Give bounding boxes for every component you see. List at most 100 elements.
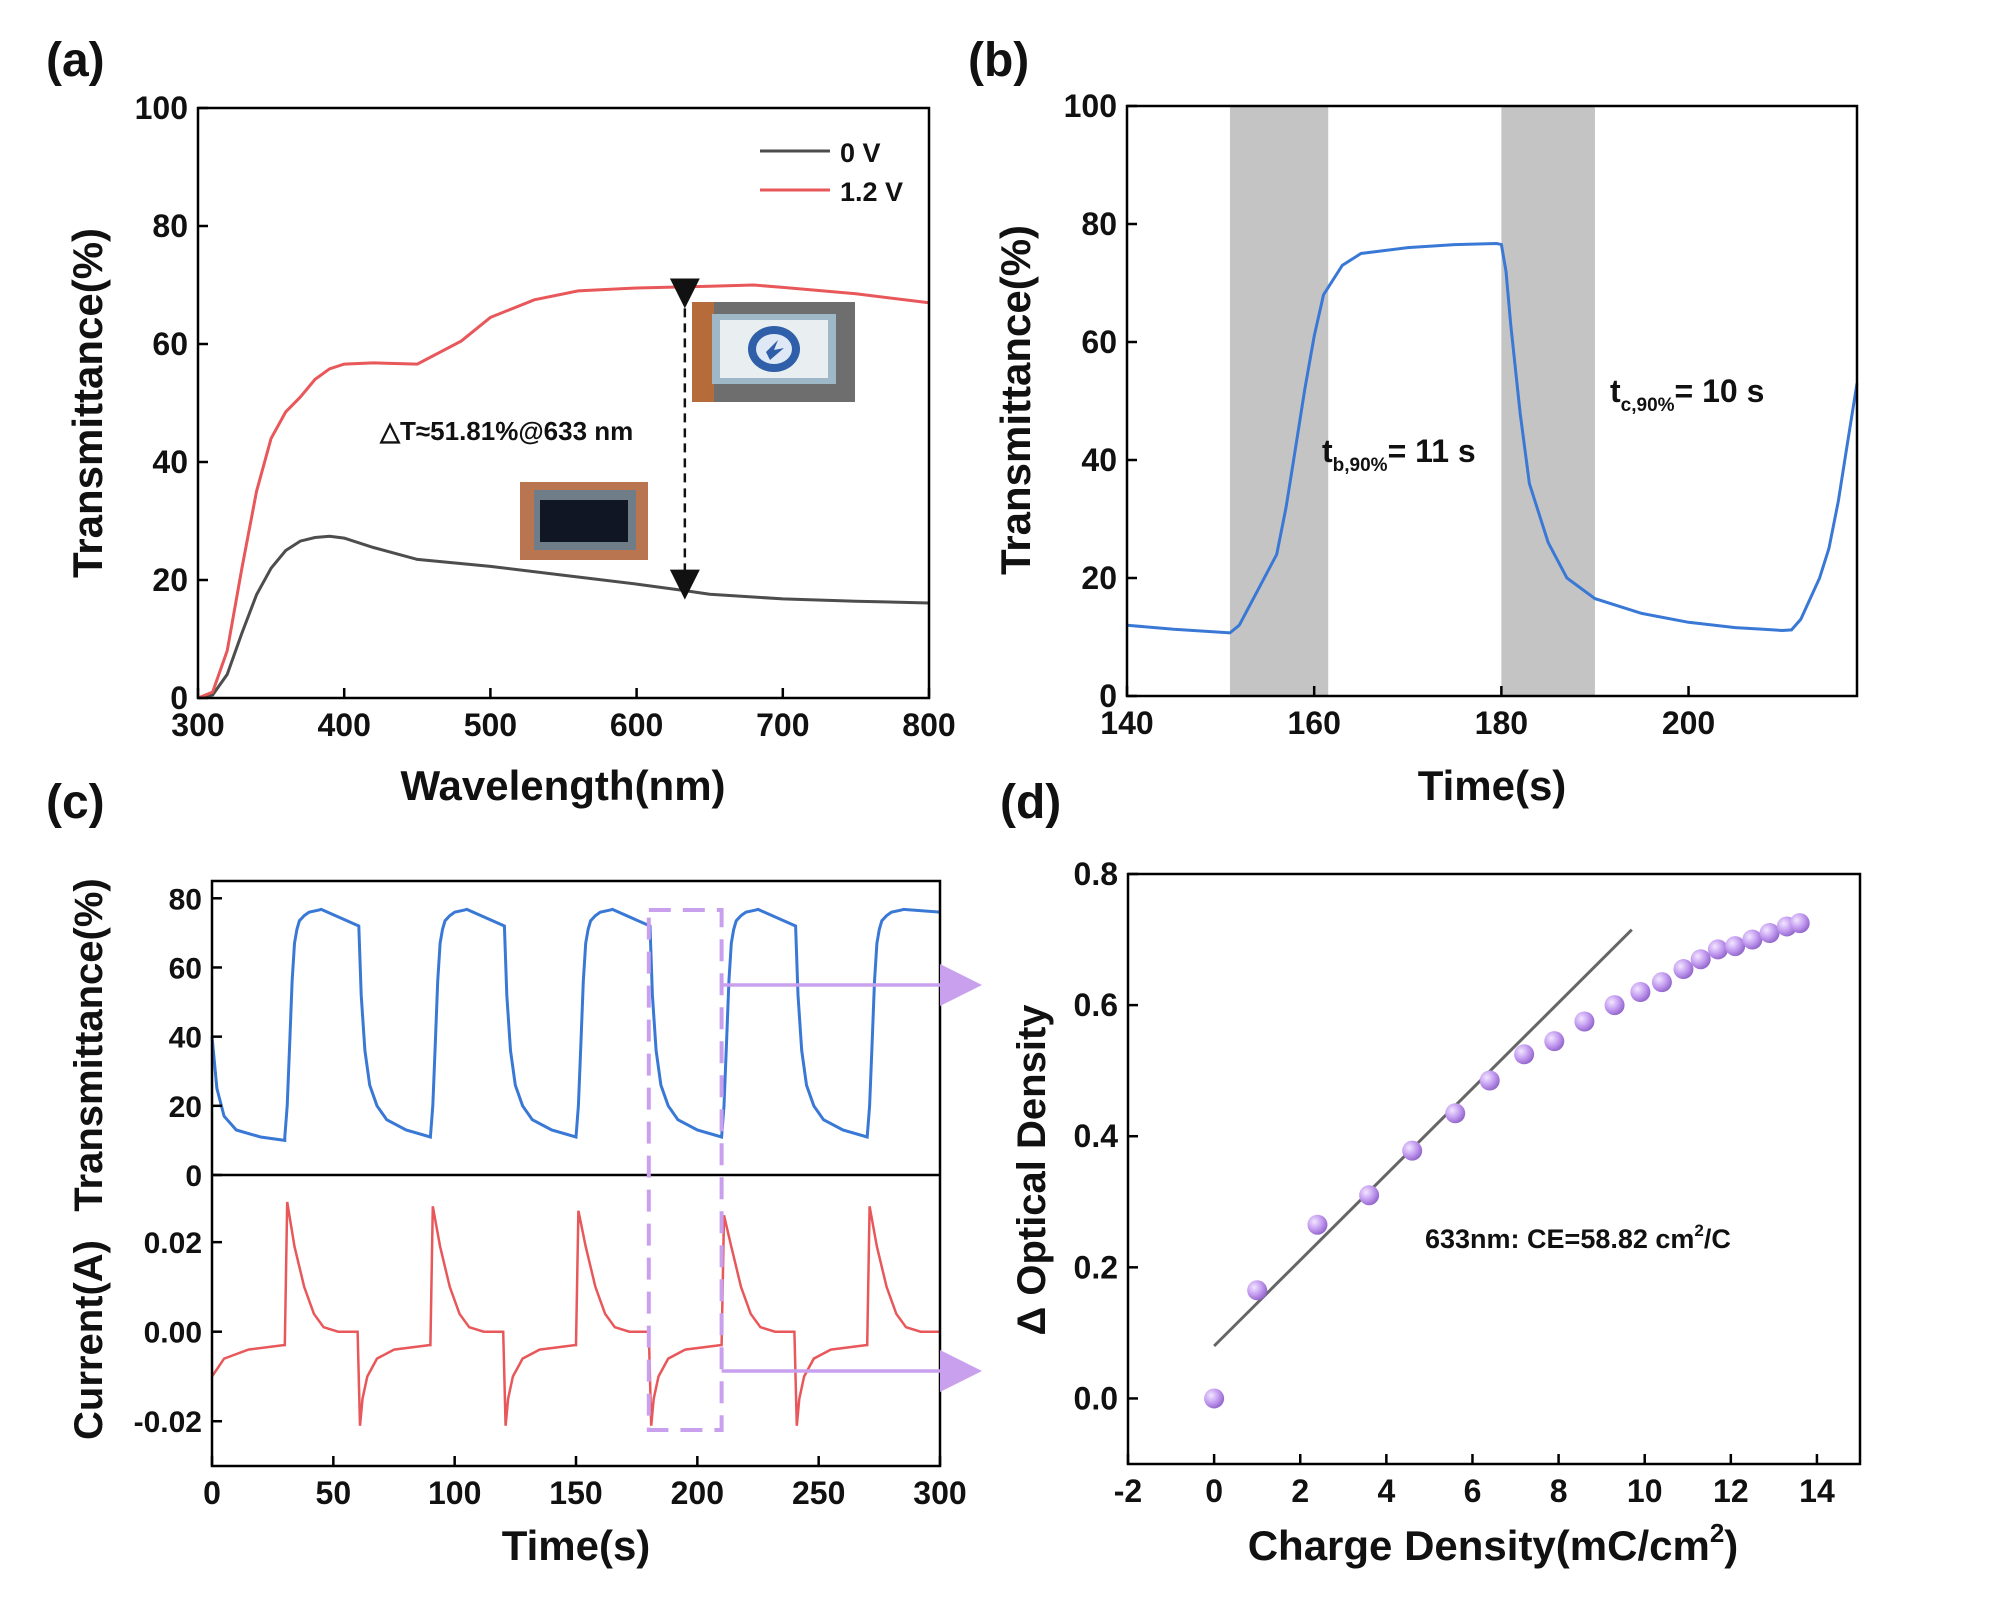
panel-a-xtick-label: 400 bbox=[318, 707, 371, 743]
panel-d-xtick-label: 10 bbox=[1627, 1473, 1663, 1509]
panel-c-xtick-label: 300 bbox=[913, 1475, 966, 1511]
panel-b-ytick-label: 80 bbox=[1081, 206, 1117, 242]
panel-a-ylabel: Transmittance(%) bbox=[64, 228, 111, 578]
panel-label-c: (c) bbox=[46, 776, 105, 829]
panel-c-plot-area bbox=[210, 907, 941, 1426]
panel-a: 300 400 500 600 700 800 0 20 40 60 80 100 Wavelengt… bbox=[64, 90, 956, 809]
panel-d-ytick-label: 0.2 bbox=[1074, 1249, 1118, 1285]
panel-b-bleach-time-annotation: tb,90%= 11 s bbox=[1322, 433, 1476, 476]
panel-b-plot-area bbox=[1126, 106, 1859, 696]
panel-a-ytick-label: 100 bbox=[135, 90, 188, 126]
panel-a-xtick-label: 700 bbox=[756, 707, 809, 743]
panel-a-ytick-label: 60 bbox=[152, 326, 188, 362]
panel-a-ytick-label: 0 bbox=[170, 680, 188, 716]
panel-b: 140 160 180 200 0 20 40 60 80 100 Time(s) Transmi… bbox=[992, 88, 1859, 809]
panel-c-frame bbox=[210, 879, 942, 1468]
panel-a-plot-area bbox=[197, 283, 930, 700]
data-point bbox=[1690, 949, 1711, 970]
device-photo-bleached bbox=[692, 302, 855, 402]
panel-d-ce-annotation: 633nm: CE=58.82 cm2/C bbox=[1425, 1221, 1731, 1254]
panel-label-b: (b) bbox=[968, 34, 1029, 87]
data-point bbox=[1402, 1140, 1423, 1161]
panel-a-xtick-label: 800 bbox=[902, 707, 955, 743]
panel-d-ylabel: Δ Optical Density bbox=[1010, 1004, 1054, 1336]
data-point bbox=[1514, 1044, 1535, 1065]
panel-c-bottom-ytick-label: -0.02 bbox=[134, 1406, 202, 1439]
data-point bbox=[1204, 1388, 1225, 1409]
data-point bbox=[1307, 1214, 1328, 1235]
panel-c-bottom-ytick-label: 0.02 bbox=[144, 1227, 202, 1260]
panel-a-xtick-label: 600 bbox=[610, 707, 663, 743]
data-point bbox=[1759, 923, 1780, 943]
highlight-dashed-box bbox=[646, 908, 724, 1432]
panel-d-ticks: -2 0 2 4 6 8 10 12 14 0.0 0.2 0.4 0.6 0.8 bbox=[1074, 856, 1835, 1509]
panel-c-highlight-window bbox=[646, 908, 982, 1432]
panel-b-ytick-label: 0 bbox=[1099, 678, 1117, 714]
data-point bbox=[1673, 959, 1694, 980]
panel-d-frame bbox=[1126, 872, 1862, 1466]
series-0v-line bbox=[197, 534, 930, 700]
panel-b-xtick-label: 160 bbox=[1287, 705, 1340, 741]
data-point bbox=[1789, 913, 1810, 934]
device-photo-colored bbox=[520, 482, 648, 560]
panel-c-xtick-label: 0 bbox=[203, 1475, 221, 1511]
panel-d-plot-area bbox=[1204, 913, 1810, 1409]
panel-c-xlabel: Time(s) bbox=[502, 1522, 651, 1569]
panel-a-ytick-label: 40 bbox=[152, 444, 188, 480]
panel-b-ytick-label: 60 bbox=[1081, 324, 1117, 360]
panel-b-xtick-label: 180 bbox=[1475, 705, 1528, 741]
panel-b-xtick-label: 200 bbox=[1662, 705, 1715, 741]
panel-b-ticks: 140 160 180 200 0 20 40 60 80 100 bbox=[1064, 88, 1716, 741]
panel-d-xtick-label: 4 bbox=[1377, 1473, 1395, 1509]
data-point bbox=[1630, 982, 1651, 1002]
panel-d-ytick-label: 0.0 bbox=[1074, 1380, 1118, 1416]
panel-c-xtick-label: 50 bbox=[316, 1475, 352, 1511]
panel-c-xtick-label: 250 bbox=[792, 1475, 845, 1511]
panel-d-xlabel: Charge Density(mC/cm2) bbox=[1248, 1518, 1739, 1569]
panel-c-bottom-ylabel: Current(A) bbox=[67, 1240, 111, 1440]
panel-d-ytick-label: 0.6 bbox=[1074, 987, 1118, 1023]
linear-fit-line bbox=[1213, 928, 1633, 1348]
panel-a-ytick-label: 20 bbox=[152, 562, 188, 598]
data-point bbox=[1479, 1070, 1500, 1091]
panel-b-xlabel: Time(s) bbox=[1418, 762, 1567, 809]
panel-b-color-time-annotation: tc,90%= 10 s bbox=[1610, 373, 1764, 416]
panel-c-top-ytick-label: 0 bbox=[185, 1160, 202, 1193]
panel-c-top-ytick-label: 60 bbox=[169, 952, 202, 985]
panel-d-xtick-label: 2 bbox=[1291, 1473, 1309, 1509]
data-point bbox=[1445, 1103, 1466, 1124]
panel-b-xtick-label: 140 bbox=[1100, 705, 1153, 741]
panel-b-ytick-label: 100 bbox=[1064, 88, 1117, 124]
data-point bbox=[1574, 1011, 1595, 1032]
data-point bbox=[1742, 929, 1763, 950]
panel-a-xtick-label: 300 bbox=[171, 707, 224, 743]
panel-c-top-ytick-label: 80 bbox=[169, 883, 202, 916]
panel-a-delta-t-annotation: △T≈51.81%@633 nm bbox=[379, 416, 633, 446]
data-point bbox=[1359, 1185, 1380, 1206]
panel-d-xtick-label: 8 bbox=[1550, 1473, 1568, 1509]
panel-b-ytick-label: 40 bbox=[1081, 442, 1117, 478]
panel-c-top-ylabel: Transmittance(%) bbox=[67, 878, 111, 1211]
panel-d-xtick-label: -2 bbox=[1114, 1473, 1142, 1509]
panel-label-a: (a) bbox=[46, 34, 105, 87]
panel-c-bottom-ytick-label: 0.00 bbox=[144, 1317, 202, 1350]
panel-a-xtick-label: 500 bbox=[464, 707, 517, 743]
shaded-switch-window bbox=[1229, 106, 1329, 696]
panel-a-xlabel: Wavelength(nm) bbox=[400, 762, 725, 809]
transmittance-line bbox=[1126, 241, 1859, 635]
panel-b-ylabel: Transmittance(%) bbox=[992, 225, 1039, 575]
panel-d-xtick-label: 12 bbox=[1713, 1473, 1749, 1509]
panel-d-ytick-label: 0.8 bbox=[1074, 856, 1118, 892]
panel-b-ytick-label: 20 bbox=[1081, 560, 1117, 596]
panel-a-ytick-label: 80 bbox=[152, 208, 188, 244]
panel-a-ticks: 300 400 500 600 700 800 0 20 40 60 80 100 bbox=[135, 90, 956, 743]
data-point bbox=[1725, 936, 1746, 957]
panel-d-xtick-label: 0 bbox=[1205, 1473, 1223, 1509]
legend-1-2v-label: 1.2 V bbox=[840, 177, 903, 207]
panel-label-d: (d) bbox=[1000, 776, 1061, 829]
panel-d: -2 0 2 4 6 8 10 12 14 0.0 0.2 0.4 0.6 0.8 Charge Dens… bbox=[1010, 856, 1862, 1569]
panel-b-frame bbox=[1125, 104, 1859, 698]
panel-c-xtick-label: 200 bbox=[671, 1475, 724, 1511]
data-point bbox=[1544, 1031, 1565, 1052]
